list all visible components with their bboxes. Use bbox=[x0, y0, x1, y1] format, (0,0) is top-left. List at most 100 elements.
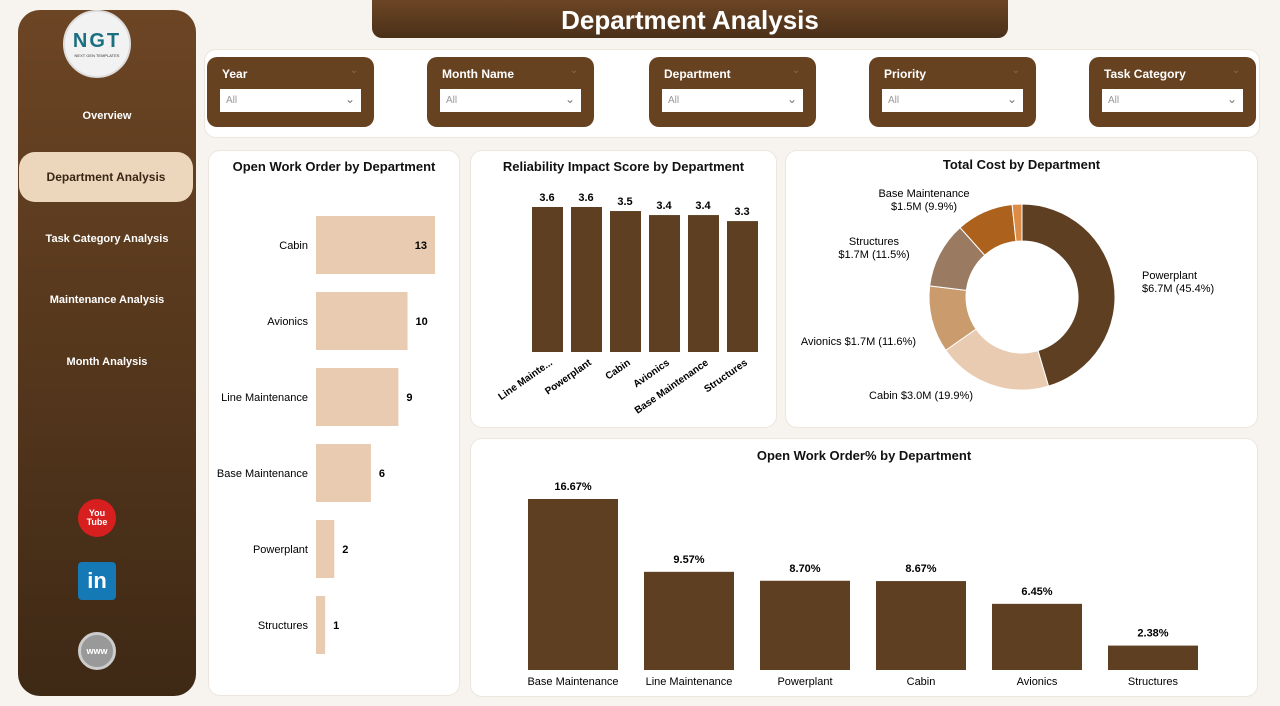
open-work-order-chart: Open Work Order by Department Cabin 13 Avi… bbox=[208, 150, 460, 696]
slice-value: $1.5M (9.9%) bbox=[891, 201, 957, 213]
data-label: 10 bbox=[416, 316, 428, 328]
category-label: Cabin bbox=[279, 240, 308, 252]
slice-name: Base Maintenance bbox=[878, 188, 969, 200]
chart-title: Open Work Order by Department bbox=[232, 159, 436, 174]
logo: NGT NEXT GEN TEMPLATES bbox=[63, 10, 131, 78]
data-label: 3.5 bbox=[617, 196, 632, 208]
nav-month-analysis[interactable]: Month Analysis bbox=[66, 356, 148, 368]
chevron-down-icon: ⌄ bbox=[344, 92, 355, 106]
bar bbox=[571, 207, 602, 352]
filter-dropdown[interactable]: All ⌄ bbox=[882, 89, 1023, 112]
linkedin-icon[interactable]: in bbox=[78, 562, 116, 600]
bar bbox=[688, 215, 719, 352]
filter-dropdown[interactable]: All ⌄ bbox=[440, 89, 581, 112]
category-label: Avionics bbox=[1017, 676, 1058, 688]
filter-value: All bbox=[668, 95, 680, 106]
category-label: Base Maintenance bbox=[527, 676, 618, 688]
category-label: Cabin bbox=[604, 357, 633, 382]
globe-icon[interactable]: www bbox=[78, 632, 116, 670]
chevron-down-icon: ⌄ bbox=[1006, 92, 1017, 106]
slice-name: Powerplant bbox=[1142, 270, 1197, 282]
bar bbox=[760, 580, 850, 670]
slice-label: Cabin $3.0M (19.9%) bbox=[869, 390, 973, 402]
donut-slice bbox=[1021, 203, 1116, 387]
bar bbox=[649, 215, 680, 352]
data-label: 6 bbox=[379, 468, 385, 480]
category-label: Line Maintenance bbox=[646, 676, 733, 688]
open-work-order-pct-chart: Open Work Order% by Department 16.67% Bas… bbox=[470, 438, 1258, 697]
data-label: 3.6 bbox=[578, 192, 593, 204]
category-label: Cabin bbox=[907, 676, 936, 688]
nav-department-analysis[interactable]: Department Analysis bbox=[19, 152, 193, 202]
filter-priority[interactable]: Priority ⌄ All ⌄ bbox=[869, 57, 1036, 127]
bar bbox=[316, 444, 371, 502]
slice-name: Structures bbox=[849, 236, 900, 248]
data-label: 3.4 bbox=[695, 200, 711, 212]
logo-text: NGT bbox=[72, 30, 122, 52]
data-label: 2.38% bbox=[1137, 628, 1168, 640]
page-title: Department Analysis bbox=[372, 0, 1008, 38]
category-label: Structures bbox=[702, 357, 750, 395]
bar bbox=[316, 368, 399, 426]
chart-title: Total Cost by Department bbox=[942, 157, 1101, 172]
filter-dropdown[interactable]: All ⌄ bbox=[1102, 89, 1243, 112]
category-label: Line Mainte... bbox=[497, 357, 555, 402]
nav-maintenance-analysis[interactable]: Maintenance Analysis bbox=[49, 294, 165, 306]
chevron-down-icon[interactable]: ⌄ bbox=[569, 65, 578, 76]
filter-dropdown[interactable]: All ⌄ bbox=[662, 89, 803, 112]
data-label: 9 bbox=[406, 392, 412, 404]
slice-value: $6.7M (45.4%) bbox=[1142, 283, 1214, 295]
filter-label: Month Name bbox=[442, 67, 514, 81]
sidebar: NGT NEXT GEN TEMPLATES Overview Departme… bbox=[18, 10, 196, 696]
logo-subtext: NEXT GEN TEMPLATES bbox=[74, 53, 120, 58]
data-label: 2 bbox=[342, 544, 348, 556]
chevron-down-icon: ⌄ bbox=[564, 92, 575, 106]
filter-month-name[interactable]: Month Name ⌄ All ⌄ bbox=[427, 57, 594, 127]
bar bbox=[532, 207, 563, 352]
category-label: Structures bbox=[258, 620, 309, 632]
chevron-down-icon[interactable]: ⌄ bbox=[1011, 65, 1020, 76]
slice-value: $1.7M (11.5%) bbox=[838, 249, 909, 261]
bar bbox=[316, 520, 335, 578]
filter-label: Department bbox=[664, 67, 731, 81]
chevron-down-icon[interactable]: ⌄ bbox=[349, 65, 358, 76]
category-label: Avionics bbox=[267, 316, 308, 328]
donut-slice bbox=[1011, 203, 1023, 242]
nav-overview[interactable]: Overview bbox=[82, 110, 132, 122]
category-label: Line Maintenance bbox=[221, 392, 308, 404]
bar bbox=[610, 211, 641, 352]
bar bbox=[992, 603, 1082, 670]
data-label: 1 bbox=[333, 620, 339, 632]
data-label: 13 bbox=[415, 240, 427, 252]
filter-value: All bbox=[446, 95, 458, 106]
chart-title: Open Work Order% by Department bbox=[756, 448, 972, 463]
data-label: 8.67% bbox=[905, 563, 936, 575]
filter-label: Year bbox=[222, 67, 248, 81]
filter-label: Task Category bbox=[1104, 67, 1186, 81]
data-label: 3.3 bbox=[734, 206, 749, 218]
data-label: 3.4 bbox=[656, 200, 672, 212]
bar bbox=[528, 499, 618, 670]
filter-value: All bbox=[1108, 95, 1120, 106]
category-label: Base Maintenance bbox=[217, 468, 308, 480]
data-label: 8.70% bbox=[789, 563, 820, 575]
filter-department[interactable]: Department ⌄ All ⌄ bbox=[649, 57, 816, 127]
bar bbox=[316, 216, 435, 274]
youtube-icon[interactable]: You Tube bbox=[78, 499, 116, 537]
filter-dropdown[interactable]: All ⌄ bbox=[220, 89, 361, 112]
chevron-down-icon[interactable]: ⌄ bbox=[791, 65, 800, 76]
filter-label: Priority bbox=[884, 67, 927, 81]
nav-task-category-analysis[interactable]: Task Category Analysis bbox=[45, 233, 169, 245]
filter-year[interactable]: Year ⌄ All ⌄ bbox=[207, 57, 374, 127]
data-label: 9.57% bbox=[673, 554, 704, 566]
category-label: Powerplant bbox=[777, 676, 832, 688]
filter-value: All bbox=[888, 95, 900, 106]
bar bbox=[316, 596, 326, 654]
data-label: 6.45% bbox=[1021, 586, 1052, 598]
slice-label: Avionics $1.7M (11.6%) bbox=[801, 336, 916, 348]
category-label: Powerplant bbox=[253, 544, 308, 556]
chevron-down-icon[interactable]: ⌄ bbox=[1231, 65, 1240, 76]
filter-task-category[interactable]: Task Category ⌄ All ⌄ bbox=[1089, 57, 1256, 127]
category-label: Base Maintenance bbox=[633, 357, 711, 416]
reliability-chart: Reliability Impact Score by Department 3… bbox=[470, 150, 777, 428]
